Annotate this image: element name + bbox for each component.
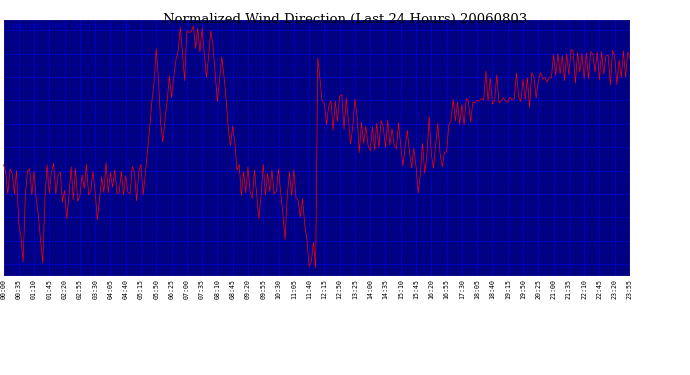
Text: W: W: [633, 236, 640, 246]
Text: 07:35: 07:35: [199, 279, 205, 299]
Text: 01:10: 01:10: [31, 279, 37, 299]
Text: NW: NW: [633, 26, 646, 35]
Text: SE: SE: [633, 119, 646, 129]
Text: 18:40: 18:40: [489, 279, 495, 299]
Text: N: N: [633, 189, 640, 199]
Text: 00:00: 00:00: [1, 279, 6, 299]
Text: 21:00: 21:00: [551, 279, 557, 299]
Text: 16:55: 16:55: [444, 279, 450, 299]
Text: SW: SW: [633, 259, 646, 269]
Text: 04:40: 04:40: [123, 279, 129, 299]
Text: 05:50: 05:50: [153, 279, 159, 299]
Text: 08:10: 08:10: [215, 279, 220, 299]
Text: 05:15: 05:15: [138, 279, 144, 299]
Text: 07:00: 07:00: [184, 279, 190, 299]
Text: 11:40: 11:40: [306, 279, 312, 299]
Text: 09:20: 09:20: [245, 279, 251, 299]
Text: 02:55: 02:55: [77, 279, 83, 299]
Text: W: W: [633, 49, 640, 59]
Text: 14:35: 14:35: [382, 279, 388, 299]
Text: SW: SW: [633, 72, 646, 82]
Text: 23:55: 23:55: [627, 279, 633, 299]
Text: 21:35: 21:35: [566, 279, 572, 299]
Text: 06:25: 06:25: [168, 279, 175, 299]
Text: 11:05: 11:05: [290, 279, 297, 299]
Text: 09:55: 09:55: [260, 279, 266, 299]
Text: 15:45: 15:45: [413, 279, 419, 299]
Text: 14:00: 14:00: [367, 279, 373, 299]
Text: 17:30: 17:30: [459, 279, 465, 299]
Text: Copyright 2006 Cartronics.com: Copyright 2006 Cartronics.com: [7, 22, 130, 28]
Text: 01:45: 01:45: [46, 279, 52, 299]
Text: 13:25: 13:25: [352, 279, 358, 299]
Text: 23:20: 23:20: [612, 279, 618, 299]
Text: NW: NW: [633, 212, 646, 222]
Text: 04:05: 04:05: [108, 279, 113, 299]
Text: S: S: [633, 96, 640, 105]
Text: Normalized Wind Direction (Last 24 Hours) 20060803: Normalized Wind Direction (Last 24 Hours…: [163, 13, 527, 26]
Text: E: E: [633, 142, 640, 152]
Text: 02:20: 02:20: [61, 279, 68, 299]
Text: 15:10: 15:10: [397, 279, 404, 299]
Text: 19:15: 19:15: [504, 279, 511, 299]
Text: 16:20: 16:20: [428, 279, 434, 299]
Text: 20:25: 20:25: [535, 279, 541, 299]
Text: NE: NE: [633, 165, 646, 176]
Text: 22:10: 22:10: [581, 279, 587, 299]
Text: 00:35: 00:35: [16, 279, 21, 299]
Text: 10:30: 10:30: [275, 279, 282, 299]
Text: 12:50: 12:50: [337, 279, 343, 299]
Text: 19:50: 19:50: [520, 279, 526, 299]
Text: 12:15: 12:15: [322, 279, 327, 299]
Text: 08:45: 08:45: [230, 279, 236, 299]
Text: 03:30: 03:30: [92, 279, 98, 299]
Text: 18:05: 18:05: [474, 279, 480, 299]
Text: 22:45: 22:45: [596, 279, 602, 299]
